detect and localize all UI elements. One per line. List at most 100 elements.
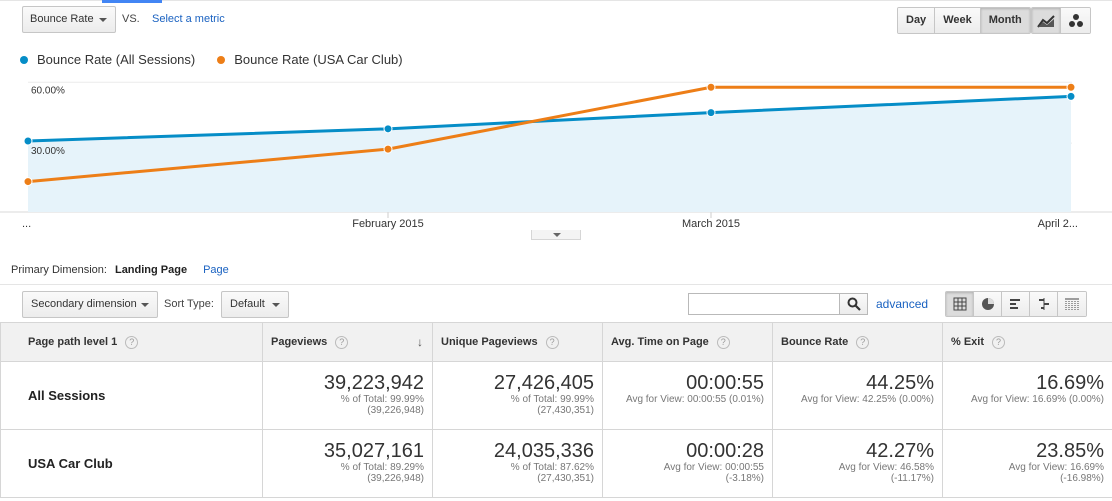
table-view-toggle — [945, 291, 1087, 317]
line-chart: 30.00% 60.00%... February 2015 March 2015 Ap… — [0, 81, 1112, 230]
header-unique-pageviews[interactable]: Unique Pageviews? — [432, 322, 603, 362]
primary-metric-label: Bounce Rate — [30, 13, 94, 25]
header-exit[interactable]: % Exit? — [942, 322, 1112, 362]
data-point — [23, 177, 33, 187]
pivot-icon — [1065, 298, 1079, 310]
header-label: Unique Pageviews — [441, 335, 538, 348]
data-table-view-button[interactable] — [946, 292, 974, 316]
performance-view-button[interactable] — [1002, 292, 1030, 316]
cell-value: 00:00:28 — [686, 440, 764, 462]
help-icon[interactable]: ? — [992, 335, 1006, 349]
data-point — [706, 108, 716, 118]
y-tick-label: 30.00% — [31, 146, 65, 157]
report-table: Page path level 1? Pageviews? ↓ Unique P… — [0, 322, 1112, 498]
cell-value: 00:00:55 — [686, 372, 764, 394]
legend-dot-all-sessions — [20, 55, 28, 64]
cell-sub: Avg for View: 00:00:55 — [663, 462, 764, 473]
comparison-view-button[interactable] — [1030, 292, 1058, 316]
period-toggle: Day Week Month — [897, 7, 1031, 34]
primary-metric-dropdown[interactable]: Bounce Rate — [22, 6, 116, 33]
select-metric-link[interactable]: Select a metric — [152, 13, 225, 25]
table-cell: 35,027,161% of Total: 89.29% (39,226,948) — [262, 429, 433, 498]
sort-type-dropdown[interactable]: Default — [221, 291, 289, 318]
period-month-button[interactable]: Month — [980, 8, 1030, 33]
chevron-down-icon — [141, 303, 149, 307]
cell-value: 35,027,161 — [323, 440, 424, 462]
cell-value: 27,426,405 — [493, 372, 594, 394]
legend-item-usa-car-club[interactable]: Bounce Rate (USA Car Club) — [217, 52, 403, 67]
cell-sub: (-3.18%) — [725, 473, 764, 484]
top-border — [0, 0, 1112, 1]
percentage-view-button[interactable] — [974, 292, 1002, 316]
cell-sub: (27,430,351) — [537, 473, 594, 484]
grid-icon — [953, 297, 966, 311]
pivot-view-button[interactable] — [1058, 292, 1086, 316]
cell-sub: % of Total: 99.99% — [510, 394, 594, 405]
secondary-dimension-label: Secondary dimension — [31, 298, 137, 310]
search-icon — [847, 297, 861, 311]
pie-chart-icon — [981, 298, 994, 310]
x-tick-label: March 2015 — [682, 218, 740, 230]
motion-chart-button[interactable] — [1061, 8, 1090, 33]
cell-value: 16.69% — [1036, 372, 1104, 394]
data-point — [706, 82, 716, 92]
header-pageviews[interactable]: Pageviews? ↓ — [262, 322, 433, 362]
header-label: % Exit — [951, 335, 985, 348]
help-icon[interactable]: ? — [716, 335, 730, 349]
table-header-row: Page path level 1? Pageviews? ↓ Unique P… — [0, 322, 1112, 362]
series-line-0 — [27, 94, 1072, 143]
cell-sub: (-16.98%) — [1060, 473, 1104, 484]
table-cell: 16.69% Avg for View: 16.69% (0.00%) — [942, 361, 1112, 430]
secondary-dimension-dropdown[interactable]: Secondary dimension — [22, 291, 158, 318]
cell-value: 39,223,942 — [323, 372, 424, 394]
cell-sub: Avg for View: 46.58% — [838, 462, 934, 473]
header-label: Pageviews — [271, 335, 328, 348]
chart-legend: Bounce Rate (All Sessions) Bounce Rate (… — [20, 52, 403, 67]
cell-sub: (39,226,948) — [367, 473, 424, 484]
table-cell: 00:00:28 Avg for View: 00:00:55 (-3.18%) — [602, 429, 773, 498]
cell-value: 44.25% — [866, 372, 934, 394]
sort-type-value: Default — [230, 298, 265, 310]
bar-chart-icon — [1009, 299, 1020, 309]
period-day-button[interactable]: Day — [898, 8, 936, 33]
table-row: All Sessions 39,223,942% of Total: 99.99… — [0, 361, 1112, 430]
legend-item-all-sessions[interactable]: Bounce Rate (All Sessions) — [20, 52, 195, 67]
data-point — [1066, 91, 1076, 101]
period-week-button[interactable]: Week — [935, 8, 981, 33]
cell-sub: % of Total: 89.29% — [340, 462, 424, 473]
series-line-1 — [27, 85, 1071, 184]
cell-value: 23.85% — [1036, 440, 1104, 462]
line-chart-button[interactable] — [1032, 8, 1061, 33]
x-tick-label: ... — [22, 218, 31, 230]
primary-dimension-row: Primary Dimension: Landing Page Page — [11, 264, 229, 276]
header-label: Bounce Rate — [781, 335, 849, 348]
help-icon[interactable]: ? — [545, 335, 559, 349]
search-button[interactable] — [839, 293, 868, 315]
advanced-filter-link[interactable]: advanced — [876, 297, 929, 311]
chart-collapse-handle[interactable] — [531, 230, 581, 240]
area-fill-all-sessions — [28, 96, 1071, 212]
cell-sub: Avg for View: 42.25% (0.00%) — [800, 394, 934, 405]
header-page-path-level-1[interactable]: Page path level 1? — [0, 322, 263, 362]
cell-sub: (-11.17%) — [890, 473, 934, 484]
cell-sub: (39,226,948) — [367, 405, 424, 416]
help-icon[interactable]: ? — [856, 335, 870, 349]
cell-sub: (27,430,351) — [537, 405, 594, 416]
table-cell: 39,223,942% of Total: 99.99% (39,226,948) — [262, 361, 433, 430]
help-icon[interactable]: ? — [335, 335, 349, 349]
chevron-down-icon — [272, 303, 280, 307]
dimension-page-link[interactable]: Page — [203, 264, 229, 276]
table-cell: 23.85% Avg for View: 16.69% (-16.98%) — [942, 429, 1112, 498]
dimension-landing-page[interactable]: Landing Page — [114, 264, 188, 276]
row-label: All Sessions — [0, 361, 263, 430]
data-point — [1066, 82, 1076, 92]
table-search-input[interactable] — [688, 293, 839, 315]
header-bounce-rate[interactable]: Bounce Rate? — [772, 322, 943, 362]
chart-type-toggle — [1031, 7, 1091, 34]
chevron-down-icon — [99, 18, 107, 22]
line-chart-icon — [1037, 14, 1055, 28]
header-avg-time-on-page[interactable]: Avg. Time on Page? — [602, 322, 773, 362]
cell-sub: % of Total: 99.99% — [340, 394, 424, 405]
help-icon[interactable]: ? — [125, 335, 139, 349]
vs-label: VS. — [122, 13, 140, 25]
